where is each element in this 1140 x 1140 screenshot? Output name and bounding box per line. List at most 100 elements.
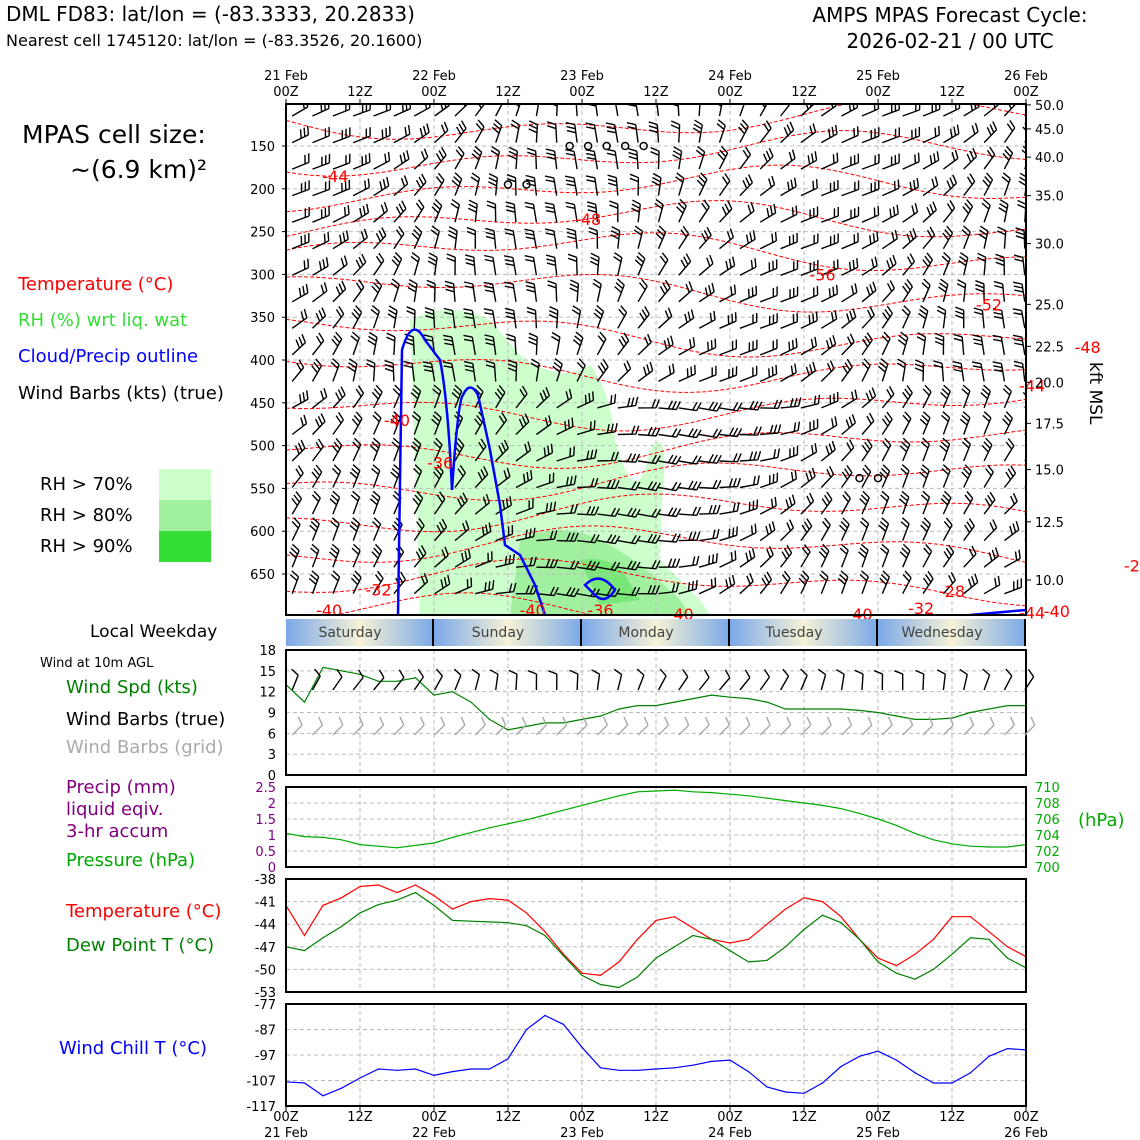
temperature-label: Temperature (°C)	[66, 901, 222, 922]
wind-barb	[800, 361, 817, 382]
wind-barb	[413, 104, 431, 117]
wind-barb	[902, 411, 912, 435]
wind-barb	[352, 385, 365, 409]
wind-barb	[312, 257, 329, 276]
wind-barb	[332, 386, 346, 409]
height-tick-label: 25.0	[1035, 298, 1064, 313]
wind-barb	[550, 104, 558, 117]
panel-ytick-label: 3	[268, 748, 276, 763]
wind-barb	[901, 305, 911, 329]
wind-barb	[942, 517, 953, 541]
wind-speed-label: Wind Spd (kts)	[66, 677, 198, 698]
wind-barb	[463, 308, 476, 329]
series-point	[710, 938, 713, 940]
wind-barb	[780, 445, 799, 462]
series-point	[858, 938, 861, 940]
top-time-hour: 12Z	[643, 85, 669, 100]
wind-barb	[983, 547, 999, 568]
wind-barb	[311, 413, 326, 435]
wind-barb	[413, 148, 429, 170]
series-point	[359, 844, 361, 846]
series-point	[655, 919, 657, 922]
panel-ytick-label: 2	[268, 797, 276, 812]
wind-barb	[352, 203, 370, 223]
wind-barb	[617, 586, 641, 597]
wind-barb	[351, 305, 363, 329]
top-time-hour: 00Z	[569, 85, 595, 100]
wind-barb	[982, 411, 992, 435]
wind-barb	[627, 147, 639, 170]
wind-barb	[1013, 360, 1026, 382]
wind-barb	[780, 570, 791, 595]
series-point	[525, 725, 528, 727]
wind-barb	[881, 229, 898, 250]
wind-barb-10m	[759, 669, 771, 691]
wind-barb	[515, 498, 534, 515]
wind-barb-10m	[657, 668, 667, 691]
wind-barb	[291, 465, 304, 488]
bottom-time-hour: 12Z	[495, 1110, 521, 1125]
wind-barb	[638, 585, 661, 595]
wind-barb	[841, 258, 859, 276]
wind-barb	[978, 225, 989, 249]
temperature-contour-line	[286, 164, 1026, 213]
wind-barb	[291, 359, 305, 382]
wind-barb	[861, 153, 880, 170]
wind-barb	[973, 307, 985, 329]
series-point	[636, 791, 639, 793]
wind-barb	[942, 571, 957, 595]
wind-barb	[597, 451, 619, 462]
wind-barb	[588, 226, 599, 249]
series-point	[414, 844, 417, 847]
wind-barb	[952, 360, 965, 382]
wind-barb	[719, 550, 737, 568]
wind-barb	[678, 506, 702, 516]
wind-barb	[983, 491, 996, 515]
pressure-tick-label: 300	[250, 268, 275, 283]
wind-barb	[719, 477, 741, 489]
series-point	[377, 1068, 380, 1070]
wind-barb	[739, 548, 756, 568]
wind-barb	[515, 527, 536, 542]
wind-barb	[587, 104, 599, 117]
wind-barb	[780, 232, 798, 250]
series-point	[470, 901, 472, 903]
wind-barb	[698, 577, 717, 595]
wind-barb	[446, 253, 456, 276]
wind-barb	[820, 310, 838, 329]
wind-barb	[434, 518, 448, 542]
wind-barb	[566, 227, 578, 249]
wind-barb	[858, 543, 869, 568]
series-point	[488, 897, 491, 900]
wind-barb-10m	[311, 668, 321, 691]
wind-barb	[820, 335, 837, 356]
wind-barb	[311, 464, 323, 488]
wind-barb	[861, 206, 880, 223]
wind-barb	[841, 414, 857, 436]
wind-barb	[739, 400, 763, 411]
wind-barb	[922, 201, 937, 223]
wind-barb	[678, 309, 695, 329]
weekday-name: Tuesday	[765, 625, 823, 641]
series-point	[784, 1091, 787, 1093]
series-point	[1006, 957, 1009, 959]
series-point	[747, 938, 750, 940]
wind-barb	[454, 104, 469, 117]
wind-barb	[982, 172, 994, 196]
weekday-cell	[878, 619, 1026, 646]
top-time-date: 21 Feb	[264, 69, 308, 84]
wind-barb	[637, 361, 654, 382]
calm-marker	[855, 473, 864, 483]
wind-barb	[759, 203, 777, 223]
wind-barb-10m	[489, 669, 499, 691]
weekday-cell	[730, 619, 878, 646]
series-point	[784, 800, 787, 802]
wind-barb	[488, 173, 498, 196]
series-point	[303, 836, 306, 838]
wind-barb-10m	[894, 670, 904, 690]
wind-barb	[596, 358, 609, 382]
wind-barb	[837, 570, 849, 594]
wind-barb	[940, 384, 951, 409]
wind-barb	[524, 228, 538, 249]
wind-barb	[658, 507, 682, 518]
